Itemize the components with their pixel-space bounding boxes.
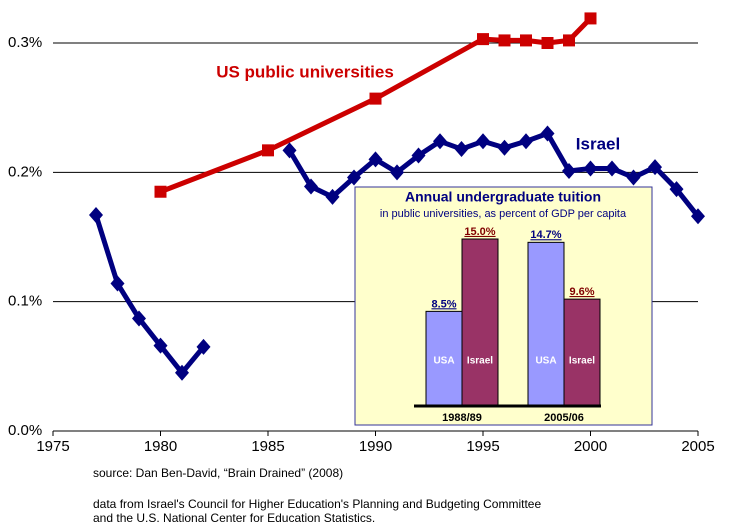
marker (477, 33, 489, 46)
marker (476, 133, 490, 150)
y-tick-label: 0.3% (8, 34, 42, 51)
value-label: 15.0% (464, 226, 495, 238)
inset-title: Annual undergraduate tuition (405, 189, 601, 205)
marker (110, 275, 125, 292)
marker (497, 139, 512, 156)
bar (425, 310, 463, 407)
inset-box (354, 186, 653, 426)
bar (461, 238, 499, 407)
marker (304, 178, 318, 195)
marker (433, 133, 447, 150)
x-tick-label: 1990 (359, 438, 392, 455)
category-label: 1988/89 (442, 412, 482, 424)
marker (626, 169, 641, 186)
marker (520, 34, 532, 47)
y-tick-label: 0.1% (8, 293, 42, 310)
y-tick-label: 0.2% (8, 163, 42, 180)
marker (369, 92, 382, 105)
bar-name: Israel (569, 356, 595, 367)
marker (669, 181, 684, 198)
marker (541, 37, 554, 49)
marker (153, 337, 168, 354)
bar-name: USA (535, 356, 556, 367)
value-label: 9.6% (569, 286, 594, 298)
marker (498, 34, 511, 47)
note: data from Israel's Council for Higher Ed… (93, 497, 541, 511)
marker (540, 125, 555, 142)
marker (368, 151, 383, 168)
marker (325, 188, 340, 205)
x-tick-label: 2005 (681, 438, 714, 455)
marker (132, 310, 146, 327)
marker (411, 147, 426, 164)
marker (89, 207, 103, 224)
marker (605, 160, 619, 177)
marker (154, 185, 167, 198)
marker (648, 159, 662, 176)
marker (262, 144, 274, 157)
x-tick-label: 1995 (466, 438, 499, 455)
marker (583, 160, 598, 177)
source: source: Dan Ben-David, “Brain Drained” (… (93, 466, 343, 480)
marker (454, 141, 469, 158)
x-tick-label: 2000 (574, 438, 607, 455)
marker (347, 169, 361, 186)
inset-subtitle: in public universities, as percent of GD… (380, 208, 627, 220)
category-label: 2005/06 (544, 412, 584, 424)
marker (562, 163, 576, 180)
x-tick-label: 1985 (251, 438, 284, 455)
marker (519, 133, 533, 150)
bar (563, 298, 601, 407)
x-tick-label: 1975 (36, 438, 69, 455)
value-label: 14.7% (530, 229, 561, 241)
bar-name: Israel (467, 356, 493, 367)
marker (282, 142, 297, 159)
marker (175, 364, 189, 381)
x-tick-label: 1980 (144, 438, 177, 455)
bar-name: USA (433, 356, 454, 367)
y-tick-label: 0.0% (8, 422, 42, 439)
marker (584, 12, 597, 25)
marker (196, 338, 211, 355)
value-label: 8.5% (431, 298, 456, 310)
marker (563, 34, 575, 47)
note: and the U.S. National Center for Educati… (93, 511, 375, 525)
series-label: Israel (576, 134, 620, 153)
bar (527, 241, 565, 407)
marker (691, 208, 705, 225)
marker (390, 164, 404, 181)
series-label: US public universities (216, 62, 394, 81)
